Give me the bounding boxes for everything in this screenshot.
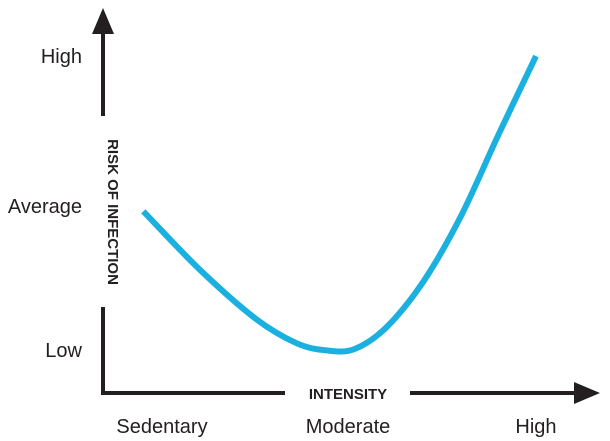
y-axis-arrow: [92, 8, 114, 34]
y-tick-labels: Low Average High: [8, 46, 83, 362]
y-tick-average: Average: [8, 196, 82, 218]
x-axis-title: INTENSITY: [309, 386, 387, 403]
series-line-risk: [141, 54, 539, 355]
x-tick-sedentary: Sedentary: [116, 416, 207, 438]
x-axis-arrow: [574, 382, 600, 404]
y-tick-high: High: [41, 46, 82, 68]
x-tick-high: High: [515, 416, 556, 438]
axes: [92, 8, 600, 404]
x-tick-moderate: Moderate: [306, 416, 391, 438]
y-tick-low: Low: [45, 340, 82, 362]
y-axis-title: RISK OF INFECTION: [104, 139, 121, 285]
x-tick-labels: Sedentary Moderate High: [116, 416, 556, 438]
